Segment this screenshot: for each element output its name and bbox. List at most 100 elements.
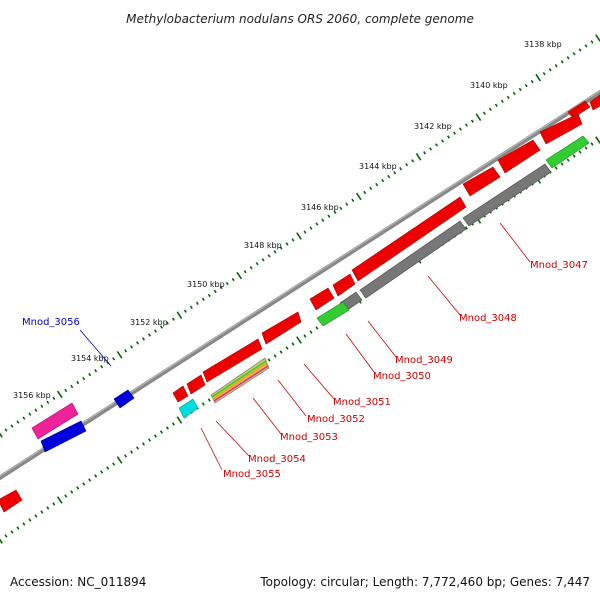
outer-tick (518, 87, 522, 92)
outer-tick (195, 301, 199, 306)
gene-forward-red-1[interactable] (589, 94, 600, 111)
outer-tick (273, 250, 277, 254)
inner-tick (578, 150, 582, 154)
outer-tick (159, 325, 163, 329)
gene-label-mnod-3048[interactable]: Mnod_3048 (459, 313, 517, 324)
gene-blue-inner[interactable] (40, 420, 87, 453)
gene-forward-red-10[interactable] (202, 338, 263, 383)
outer-tick (183, 309, 187, 313)
forward-strand-genes (0, 94, 600, 513)
gene-forward-red-8[interactable] (309, 287, 335, 311)
gene-gray-1[interactable] (462, 163, 552, 227)
outer-tick (441, 139, 445, 143)
gene-label-mnod-3053[interactable]: Mnod_3053 (280, 432, 338, 443)
gene-label-mnod-3052[interactable]: Mnod_3052 (307, 414, 365, 425)
inner-tick (40, 510, 44, 514)
gene-forward-red-5[interactable] (462, 166, 501, 197)
outer-tick (447, 135, 450, 139)
gene-label-mnod-3051[interactable]: Mnod_3051 (333, 397, 391, 408)
outer-tick (285, 242, 289, 246)
outer-tick (369, 186, 373, 191)
inner-tick (171, 422, 175, 426)
gene-forward-red-13[interactable] (0, 489, 23, 513)
outer-tick (327, 214, 331, 218)
outer-tick (584, 44, 588, 48)
inner-tick (124, 454, 128, 458)
ruler-label-3154: 3154 kbp (71, 354, 109, 363)
gene-label-mnod-3047[interactable]: Mnod_3047 (530, 260, 588, 271)
leader-lines (79, 222, 531, 471)
outer-tick (321, 218, 325, 222)
outer-tick (415, 153, 422, 161)
gene-cyan[interactable] (178, 398, 199, 419)
outer-tick (560, 60, 564, 64)
outer-tick (375, 182, 379, 187)
gene-green-1[interactable] (545, 135, 590, 169)
gene-forward-red-4[interactable] (497, 139, 541, 174)
gene-forward-red-11[interactable] (186, 374, 206, 395)
outer-tick (124, 349, 128, 353)
gene-label-mnod-3055[interactable]: Mnod_3055 (223, 469, 281, 480)
gene-forward-red-6[interactable] (351, 196, 467, 282)
gene-gray-2[interactable] (359, 220, 467, 299)
inner-tick (4, 534, 8, 538)
gene-forward-red-3[interactable] (539, 113, 583, 145)
inner-tick (0, 538, 3, 544)
outer-tick (82, 376, 86, 381)
outer-tick (56, 390, 63, 399)
outer-tick (70, 384, 74, 389)
gene-forward-red-2[interactable] (567, 100, 591, 119)
gene-forward-red-9[interactable] (261, 311, 302, 345)
outer-tick (219, 285, 223, 290)
inner-tick (590, 142, 594, 146)
gene-green-2[interactable] (316, 301, 350, 327)
ruler-label-3152: 3152 kbp (130, 318, 168, 327)
outer-tick (201, 297, 205, 302)
gene-pink[interactable] (31, 402, 79, 440)
outer-tick (351, 198, 355, 203)
outer-tick (136, 341, 140, 345)
inner-tick (94, 474, 98, 478)
outer-tick (34, 408, 38, 412)
outer-tick (435, 143, 439, 147)
ruler-label-3150: 3150 kbp (187, 280, 225, 289)
outer-tick (100, 364, 104, 369)
outer-tick (116, 351, 123, 359)
outer-tick (52, 396, 56, 401)
outer-tick (165, 321, 169, 325)
inner-tick (584, 146, 588, 150)
inner-tick (572, 154, 576, 158)
gene-label-mnod-3049[interactable]: Mnod_3049 (395, 355, 453, 366)
gene-stripe-green (211, 360, 267, 398)
inner-tick (46, 506, 50, 510)
outer-tick (64, 388, 68, 393)
outer-tick (363, 190, 367, 195)
gene-blue-outer[interactable] (113, 389, 135, 409)
inner-tick (279, 350, 283, 354)
outer-tick (393, 170, 397, 175)
outer-tick (429, 147, 433, 151)
gene-forward-red-7[interactable] (332, 273, 356, 297)
outer-tick (452, 131, 456, 135)
outer-tick (315, 222, 319, 226)
outer-tick (530, 79, 534, 84)
outer-tick (171, 317, 175, 321)
gene-forward-red-12[interactable] (172, 385, 189, 403)
inner-tick (566, 158, 570, 162)
gene-label-mnod-3056[interactable]: Mnod_3056 (22, 317, 80, 328)
outer-tick (4, 428, 8, 432)
gene-label-mnod-3054[interactable]: Mnod_3054 (248, 454, 306, 465)
outer-tick (76, 380, 80, 385)
inner-tick (159, 430, 163, 434)
outer-tick (261, 258, 265, 262)
outer-tick (189, 305, 193, 309)
outer-tick (28, 412, 32, 416)
outer-tick (333, 210, 337, 214)
outer-tick (176, 311, 183, 319)
inner-tick (34, 514, 38, 518)
outer-tick (399, 166, 403, 171)
gene-label-mnod-3050[interactable]: Mnod_3050 (373, 371, 431, 382)
topology-text: Topology: circular; Length: 7,772,460 bp… (260, 575, 590, 589)
outer-tick (345, 202, 349, 207)
